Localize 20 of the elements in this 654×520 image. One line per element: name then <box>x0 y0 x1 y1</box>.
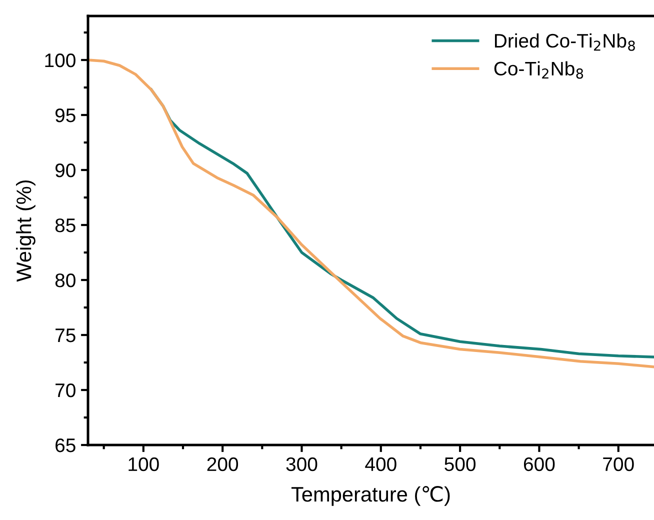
x-tick-label: 200 <box>207 457 238 472</box>
legend-label: Dried Co-Ti$_{2}$Nb$_{8}$ <box>494 33 635 51</box>
y-tick-label: 90 <box>55 163 76 178</box>
y-tick-label: 65 <box>56 438 76 452</box>
x-tick-label: 100 <box>128 457 159 472</box>
legend-label: Co-Ti$_{2}$Nb$_{8}$ <box>494 61 584 79</box>
y-tick-label: 95 <box>55 108 76 122</box>
y-tick-label: 70 <box>56 383 76 398</box>
y-tick-label: 100 <box>45 53 76 68</box>
x-tick-label: 400 <box>365 457 396 472</box>
x-tick-label: 700 <box>603 457 634 472</box>
y-tick-label: 85 <box>55 218 76 232</box>
x-tick-label: 300 <box>286 457 318 472</box>
y-tick-label: 75 <box>56 328 76 342</box>
line-series <box>88 58 654 368</box>
x-axis-title: Temperature (℃) <box>291 486 450 506</box>
y-tick-label: 80 <box>55 273 76 288</box>
x-tick-label: 600 <box>524 457 555 472</box>
x-tick-label: 500 <box>444 457 476 472</box>
y-axis-title: Weight (%) <box>16 180 36 282</box>
